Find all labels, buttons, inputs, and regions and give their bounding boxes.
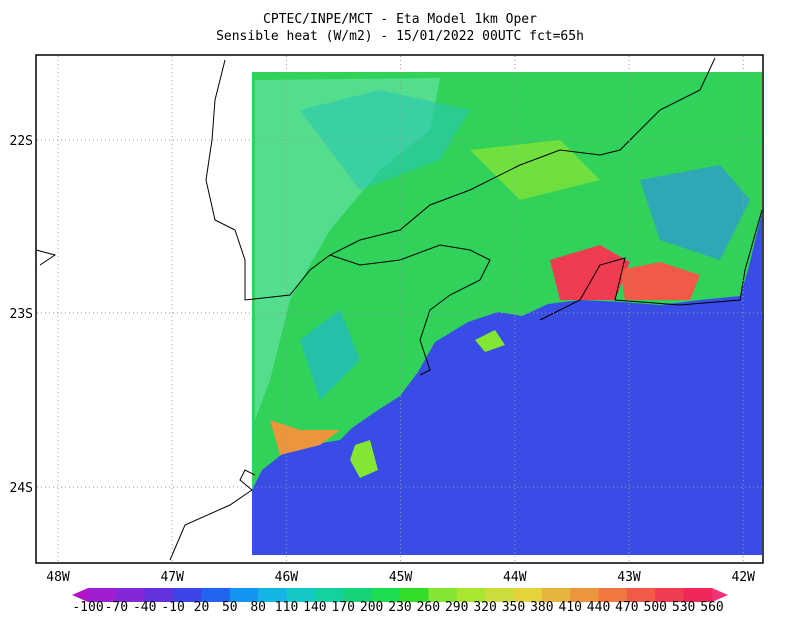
colorbar-box bbox=[371, 588, 401, 602]
colorbar-box bbox=[400, 588, 429, 602]
colorbar-label: 350 bbox=[502, 600, 525, 615]
colorbar-box bbox=[173, 588, 202, 602]
colorbar-label: 380 bbox=[530, 600, 553, 615]
field bbox=[252, 72, 762, 555]
field-area bbox=[550, 245, 630, 300]
colorbar-label: -70 bbox=[105, 600, 128, 615]
colorbar: -100 -70 -40 -10 20 50 80 110 140 170 200 230 260 290… bbox=[72, 588, 728, 615]
colorbar-label: 500 bbox=[644, 600, 667, 615]
colorbar-box bbox=[201, 588, 231, 602]
lon-label: 42W bbox=[731, 570, 755, 585]
colorbar-box bbox=[88, 588, 117, 602]
colorbar-label: 290 bbox=[445, 600, 468, 615]
colorbar-label: 230 bbox=[388, 600, 411, 615]
lon-label: 46W bbox=[275, 570, 299, 585]
grid: 22S 23S 24S 48W 47W 46W 45W 44W 43W 42W bbox=[10, 56, 762, 585]
field-area bbox=[620, 262, 700, 300]
colorbar-box bbox=[570, 588, 600, 602]
field-area bbox=[255, 78, 440, 420]
lon-label: 45W bbox=[389, 570, 413, 585]
colorbar-box bbox=[513, 588, 543, 602]
colorbar-box bbox=[626, 588, 656, 602]
field-area bbox=[300, 310, 360, 400]
colorbar-box bbox=[683, 588, 713, 602]
colorbar-label: 260 bbox=[417, 600, 440, 615]
colorbar-label: 470 bbox=[615, 600, 638, 615]
field-area bbox=[270, 420, 340, 455]
colorbar-box bbox=[485, 588, 514, 602]
coastline bbox=[169, 469, 256, 561]
lat-label: 24S bbox=[10, 481, 33, 496]
colorbar-label: 110 bbox=[275, 600, 298, 615]
colorbar-label: 440 bbox=[587, 600, 610, 615]
colorbar-box bbox=[116, 588, 146, 602]
colorbar-box bbox=[343, 588, 373, 602]
lon-label: 43W bbox=[617, 570, 641, 585]
colorbar-box bbox=[144, 588, 174, 602]
lon-label: 48W bbox=[46, 570, 70, 585]
field-area bbox=[640, 165, 750, 260]
state-border bbox=[329, 244, 491, 376]
lon-label: 47W bbox=[160, 570, 184, 585]
coastline bbox=[35, 249, 57, 266]
colorbar-label: 530 bbox=[672, 600, 695, 615]
lat-label: 22S bbox=[10, 134, 33, 149]
state-border bbox=[205, 57, 716, 301]
lon-label: 44W bbox=[503, 570, 527, 585]
field-area bbox=[470, 140, 600, 200]
colorbar-label: 320 bbox=[473, 600, 496, 615]
colorbar-label: 50 bbox=[222, 600, 238, 615]
title: CPTEC/INPE/MCT - Eta Model 1km Oper bbox=[263, 12, 537, 27]
island bbox=[475, 330, 505, 352]
island bbox=[350, 440, 378, 478]
colorbar-label: 20 bbox=[194, 600, 210, 615]
colorbar-under bbox=[72, 588, 88, 602]
colorbar-box bbox=[314, 588, 344, 602]
colorbar-label: -100 bbox=[72, 600, 103, 615]
colorbar-box bbox=[456, 588, 486, 602]
lat-label: 23S bbox=[10, 307, 33, 322]
colorbar-box bbox=[541, 588, 571, 602]
colorbar-label: 200 bbox=[360, 600, 383, 615]
subtitle: Sensible heat (W/m2) - 15/01/2022 00UTC … bbox=[216, 29, 584, 44]
colorbar-box bbox=[655, 588, 685, 602]
colorbar-label: 560 bbox=[700, 600, 723, 615]
colorbar-label: -40 bbox=[133, 600, 156, 615]
colorbar-label: 410 bbox=[558, 600, 581, 615]
colorbar-label: 80 bbox=[250, 600, 266, 615]
colorbar-box bbox=[258, 588, 288, 602]
colorbar-box bbox=[229, 588, 259, 602]
colorbar-label: 140 bbox=[303, 600, 326, 615]
colorbar-box bbox=[286, 588, 316, 602]
colorbar-label: 170 bbox=[332, 600, 355, 615]
boundaries bbox=[35, 57, 763, 561]
colorbar-box bbox=[598, 588, 628, 602]
colorbar-over bbox=[712, 588, 728, 602]
colorbar-label: -10 bbox=[161, 600, 184, 615]
colorbar-box bbox=[428, 588, 458, 602]
